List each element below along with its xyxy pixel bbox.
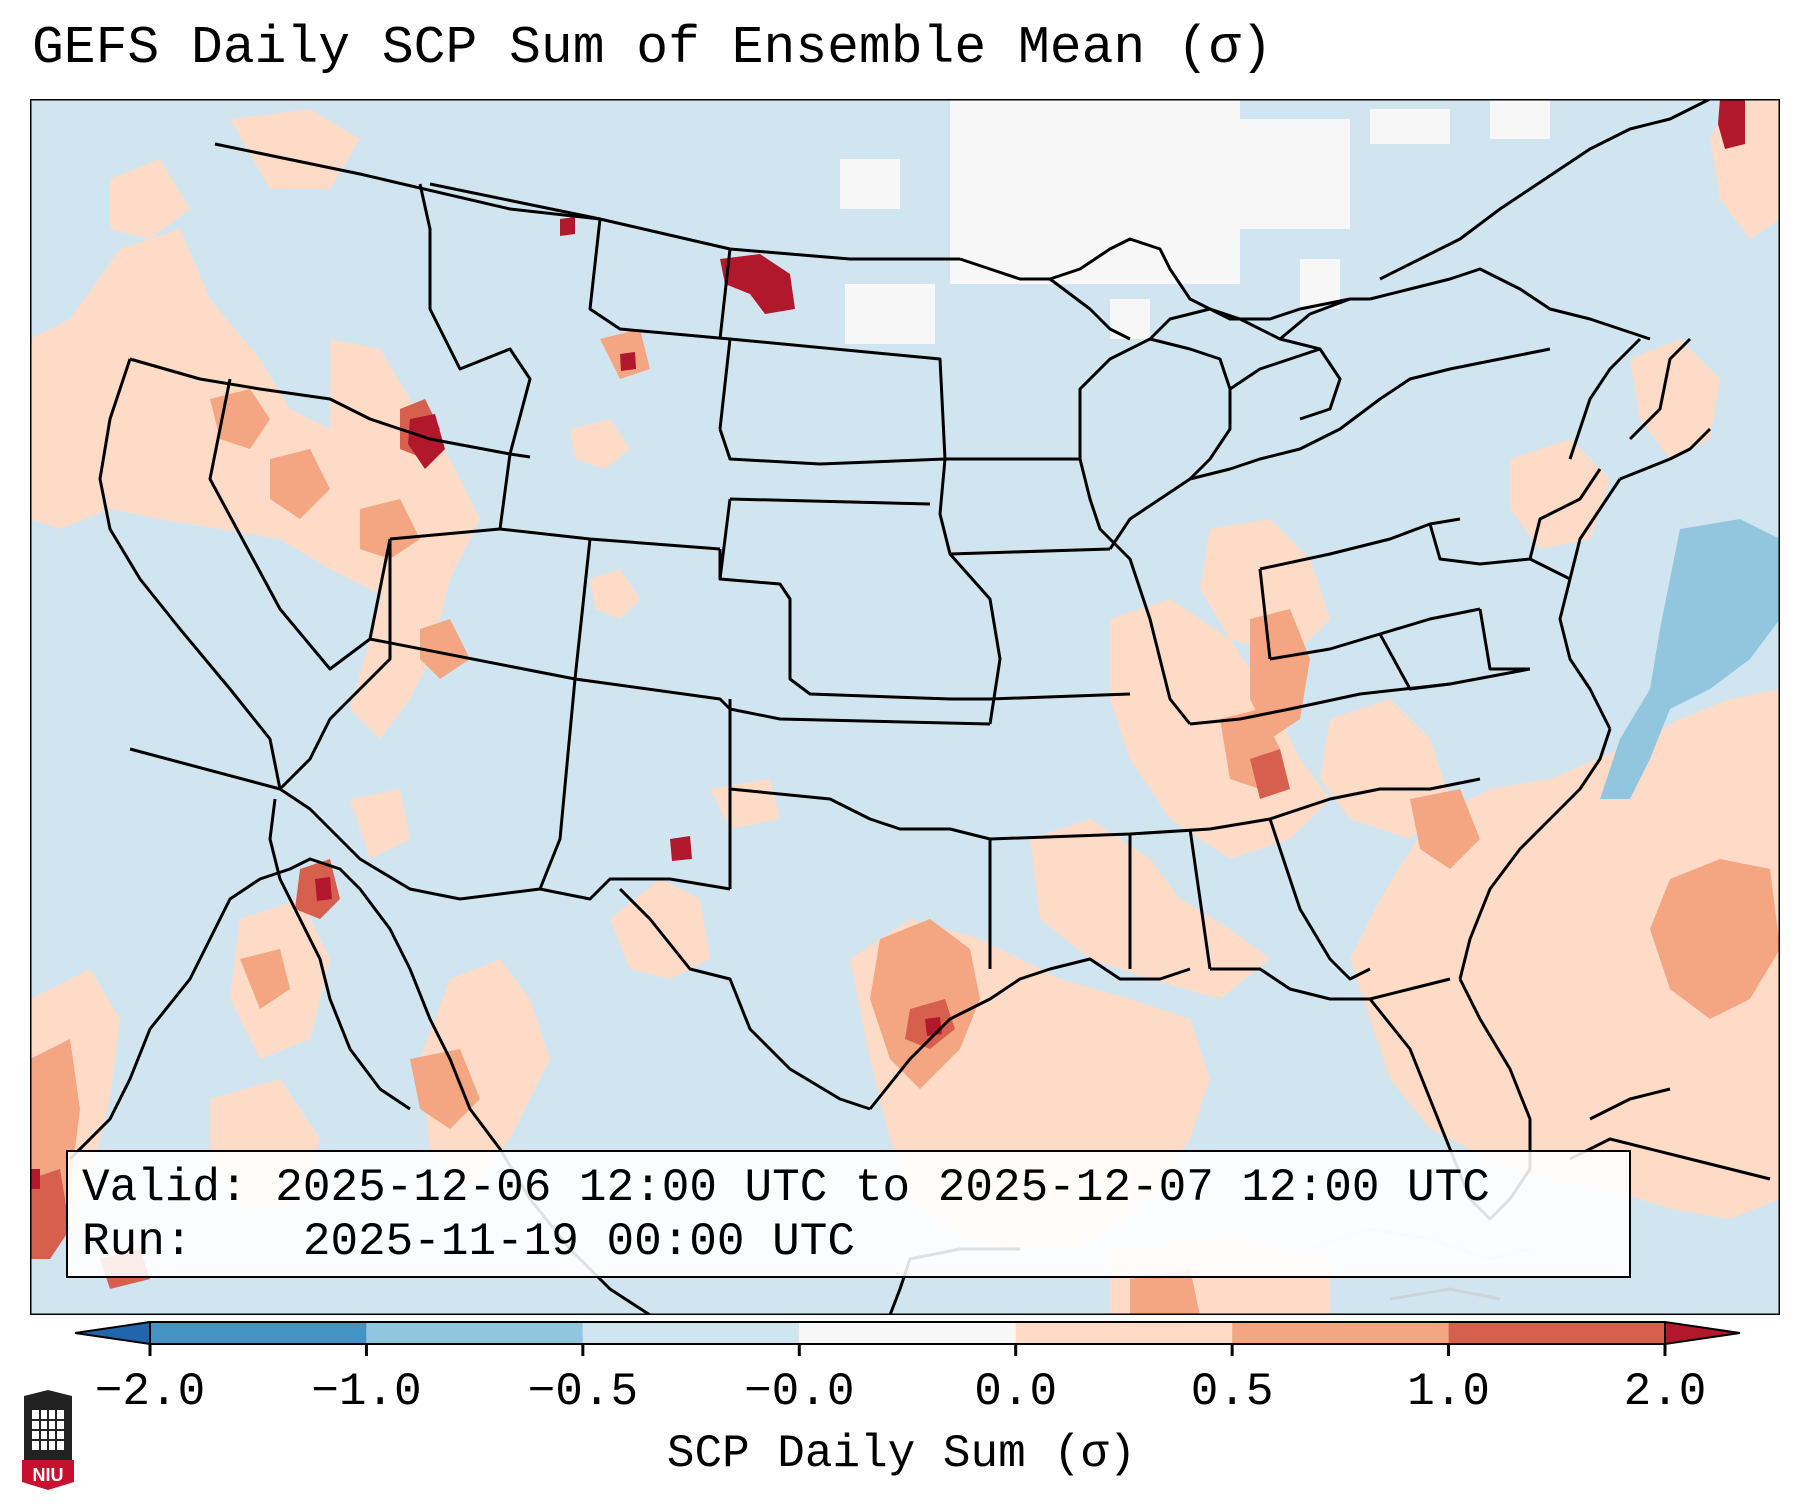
- colorbar-extend-low: [74, 1320, 151, 1346]
- very-high-positive-region: [30, 99, 1745, 1189]
- logo-text: NIU: [33, 1465, 64, 1485]
- colorbar-label: SCP Daily Sum (σ): [666, 1428, 1137, 1480]
- colorbar-ticks: [148, 1344, 1667, 1356]
- near-zero-region: [840, 99, 1550, 344]
- run-value: 2025-11-19 00:00 UTC: [302, 1216, 855, 1268]
- colorbar-segment: [366, 1322, 583, 1344]
- colorbar-segment: [799, 1322, 1016, 1344]
- chart-title: GEFS Daily SCP Sum of Ensemble Mean (σ): [32, 18, 1273, 78]
- colorbar-segment: [1015, 1322, 1233, 1344]
- colorbar-tick-label: 2.0: [1623, 1366, 1707, 1418]
- political-borders: [68, 99, 1771, 1315]
- colorbar-segment: [150, 1322, 367, 1344]
- colorbar-tick-label: 1.0: [1407, 1366, 1490, 1418]
- valid-line: Valid: 2025-12-06 12:00 UTC to 2025-12-0…: [82, 1162, 1490, 1214]
- colorbar-segments: [74, 1320, 1741, 1346]
- map-panel: [30, 99, 1780, 1315]
- colorbar-extend-high: [1664, 1320, 1741, 1346]
- niu-logo: NIU: [22, 1390, 74, 1490]
- colorbar-outline: [149, 1321, 1666, 1345]
- colorbar-tick-label: −0.5: [527, 1366, 639, 1418]
- negative-region: [1600, 519, 1780, 799]
- colorbar-tick-label: −1.0: [311, 1366, 422, 1418]
- colorbar-segment: [1232, 1322, 1449, 1344]
- colorbar: [74, 1320, 1741, 1356]
- valid-value: 2025-12-06 12:00 UTC to 2025-12-07 12:00…: [275, 1162, 1490, 1214]
- colorbar-tick-label: 0.5: [1190, 1366, 1274, 1418]
- colorbar-segment: [582, 1322, 800, 1344]
- info-box: Valid: 2025-12-06 12:00 UTC to 2025-12-0…: [66, 1150, 1631, 1278]
- colorbar-tick-label: −0.0: [744, 1366, 855, 1418]
- colorbar-tick-label: −2.0: [94, 1366, 206, 1418]
- run-line: Run: 2025-11-19 00:00 UTC: [82, 1216, 855, 1268]
- run-label: Run:: [82, 1216, 193, 1268]
- colorbar-segment: [1448, 1322, 1665, 1344]
- valid-label: Valid:: [82, 1162, 248, 1214]
- colorbar-tick-label: 0.0: [974, 1366, 1058, 1418]
